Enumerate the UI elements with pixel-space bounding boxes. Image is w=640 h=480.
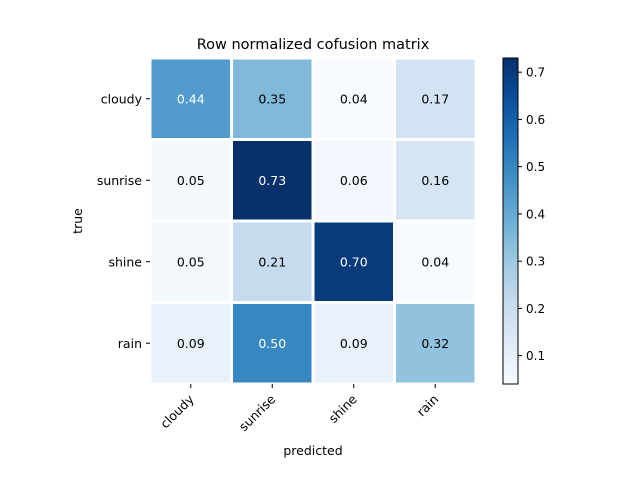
cell-sunrise-sunrise bbox=[230, 138, 315, 223]
cell-value-cloudy-cloudy: 0.44 bbox=[177, 91, 205, 106]
x-tick-label-rain: rain bbox=[414, 392, 442, 420]
cell-value-rain-sunrise: 0.50 bbox=[258, 336, 286, 351]
y-tick-label-rain: rain bbox=[118, 336, 142, 351]
cell-rain-rain bbox=[393, 301, 478, 386]
chart-title: Row normalized cofusion matrix bbox=[197, 37, 430, 53]
colorbar-tick-label-0: 0.1 bbox=[526, 349, 545, 363]
colorbar-tick-label-3: 0.4 bbox=[526, 207, 545, 221]
x-axis-ticks: cloudy sunrise shine rain bbox=[157, 384, 441, 434]
cell-value-shine-cloudy: 0.05 bbox=[177, 254, 205, 269]
cell-sunrise-rain bbox=[393, 138, 478, 223]
cell-value-shine-shine: 0.70 bbox=[340, 254, 368, 269]
cell-value-sunrise-rain: 0.16 bbox=[421, 173, 449, 188]
cell-value-rain-rain: 0.32 bbox=[421, 336, 449, 351]
cell-value-rain-shine: 0.09 bbox=[340, 336, 368, 351]
cell-shine-sunrise bbox=[230, 219, 315, 304]
x-tick-label-sunrise: sunrise bbox=[236, 391, 279, 434]
cell-value-rain-cloudy: 0.09 bbox=[177, 336, 205, 351]
x-tick-label-cloudy: cloudy bbox=[157, 391, 197, 431]
colorbar-tick-label-1: 0.2 bbox=[526, 302, 545, 316]
cell-value-cloudy-shine: 0.04 bbox=[340, 91, 368, 106]
cell-value-sunrise-cloudy: 0.05 bbox=[177, 173, 205, 188]
y-tick-label-cloudy: cloudy bbox=[101, 91, 143, 106]
cell-cloudy-rain bbox=[393, 56, 478, 141]
cell-shine-rain bbox=[393, 219, 478, 304]
colorbar-tick-label-2: 0.3 bbox=[526, 255, 545, 269]
x-axis-label: predicted bbox=[283, 443, 342, 458]
y-tick-label-shine: shine bbox=[108, 254, 142, 269]
cell-value-sunrise-shine: 0.06 bbox=[340, 173, 368, 188]
colorbar: 0.1 0.2 0.3 0.4 0.5 0.6 0.7 bbox=[502, 57, 545, 385]
cell-value-cloudy-sunrise: 0.35 bbox=[258, 91, 286, 106]
y-axis-label: true bbox=[70, 208, 85, 234]
x-tick-label-shine: shine bbox=[326, 391, 361, 426]
cell-value-sunrise-sunrise: 0.73 bbox=[258, 173, 286, 188]
cell-value-shine-sunrise: 0.21 bbox=[258, 254, 286, 269]
colorbar-tick-label-4: 0.5 bbox=[526, 160, 545, 174]
cell-value-shine-rain: 0.04 bbox=[421, 254, 449, 269]
colorbar-gradient bbox=[502, 57, 519, 385]
colorbar-tick-label-6: 0.7 bbox=[526, 66, 545, 80]
cell-rain-sunrise bbox=[230, 301, 315, 386]
heatmap-cells: 0.44 0.35 0.04 0.17 0.05 0.73 0.06 0.16 0.05 0.21… bbox=[148, 56, 478, 386]
y-tick-label-sunrise: sunrise bbox=[97, 173, 142, 188]
colorbar-tick-label-5: 0.6 bbox=[526, 113, 545, 127]
cell-value-cloudy-rain: 0.17 bbox=[421, 91, 449, 106]
y-axis-ticks: cloudy sunrise shine rain bbox=[97, 91, 150, 351]
